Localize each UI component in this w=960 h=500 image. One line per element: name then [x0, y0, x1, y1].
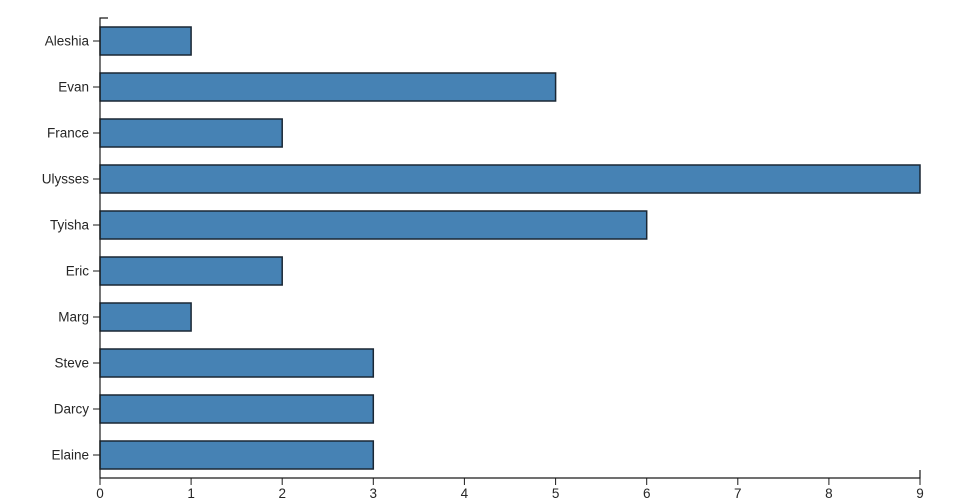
- x-tick-label: 2: [278, 486, 286, 500]
- x-tick-label: 9: [916, 486, 924, 500]
- x-tick-label: 4: [461, 486, 469, 500]
- y-tick-label: Evan: [58, 80, 89, 95]
- y-tick-label: Eric: [66, 264, 89, 279]
- x-tick-label: 7: [734, 486, 742, 500]
- bar: [99, 348, 375, 378]
- y-tick-label: Marg: [58, 310, 89, 325]
- bar: [99, 394, 375, 424]
- x-tick-label: 1: [187, 486, 195, 500]
- bar: [99, 118, 283, 148]
- y-tick-label: Elaine: [51, 448, 89, 463]
- x-tick-label: 3: [370, 486, 378, 500]
- bar: [99, 164, 921, 194]
- x-tick-label: 8: [825, 486, 833, 500]
- bar: [99, 256, 283, 286]
- y-tick-label: Aleshia: [45, 34, 90, 49]
- y-tick-label: Tyisha: [50, 218, 90, 233]
- bar: [99, 302, 192, 332]
- x-tick-label: 6: [643, 486, 651, 500]
- bar: [99, 26, 192, 56]
- x-tick-label: 5: [552, 486, 560, 500]
- bar: [99, 440, 375, 470]
- y-tick-label: Steve: [54, 356, 89, 371]
- y-tick-label: Darcy: [54, 402, 90, 417]
- bar: [99, 210, 648, 240]
- y-tick-label: Ulysses: [42, 172, 90, 187]
- x-tick-label: 0: [96, 486, 104, 500]
- y-tick-label: France: [47, 126, 89, 141]
- bar: [99, 72, 557, 102]
